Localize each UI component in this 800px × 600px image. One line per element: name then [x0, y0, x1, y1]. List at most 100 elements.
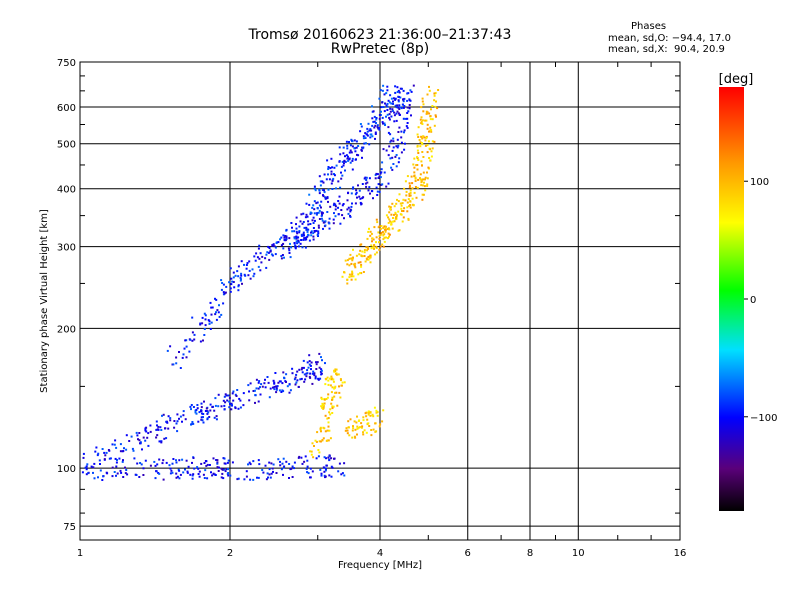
echo-point: [205, 407, 208, 410]
echo-point: [398, 91, 401, 94]
echo-point: [326, 417, 329, 420]
echo-point: [342, 146, 345, 149]
echo-point: [363, 429, 366, 432]
echo-point: [203, 400, 205, 403]
echo-point: [351, 259, 354, 262]
echo-point: [388, 218, 391, 221]
echo-point: [282, 247, 285, 250]
echo-point: [109, 457, 112, 460]
echo-point: [375, 241, 377, 244]
echo-point: [302, 231, 305, 234]
echo-point: [339, 396, 342, 399]
echo-point: [277, 381, 280, 384]
echo-point: [409, 191, 412, 194]
echo-point: [204, 318, 207, 321]
phase-stats-o: mean, sd,O: −94.4, 17.0: [608, 33, 731, 44]
echo-point: [295, 373, 298, 376]
echo-point: [296, 232, 299, 235]
echo-point: [395, 145, 398, 148]
echo-point: [157, 425, 160, 428]
echo-point: [289, 242, 291, 245]
echo-point: [104, 454, 107, 457]
echo-point: [421, 184, 424, 187]
echo-point: [162, 413, 165, 416]
echo-point: [201, 322, 204, 325]
echo-point: [111, 475, 114, 478]
colorbar-tick-label: −100: [750, 413, 777, 424]
echo-point: [381, 420, 384, 423]
echo-point: [378, 248, 381, 251]
echo-point: [291, 226, 293, 229]
echo-point: [167, 415, 170, 418]
echo-point: [391, 110, 394, 112]
echo-point: [337, 470, 340, 473]
echo-point: [323, 456, 326, 459]
echo-point: [123, 447, 125, 450]
echo-point: [318, 192, 321, 195]
echo-point: [227, 459, 230, 462]
echo-point: [356, 196, 358, 199]
echo-point: [317, 226, 320, 229]
echo-point: [424, 178, 426, 181]
echo-point: [356, 427, 359, 430]
echo-point: [373, 120, 376, 123]
echo-point: [394, 91, 397, 94]
echo-point: [164, 427, 166, 430]
echo-point: [265, 253, 268, 256]
echo-point: [367, 246, 369, 249]
y-tick-label: 600: [57, 103, 76, 114]
echo-point: [332, 222, 335, 225]
echo-point: [348, 276, 351, 279]
echo-point: [237, 289, 240, 292]
echo-point: [350, 192, 353, 195]
echo-point: [334, 368, 337, 371]
echo-point: [351, 159, 354, 162]
echo-point: [273, 385, 276, 388]
echo-point: [154, 477, 157, 480]
echo-point: [305, 202, 308, 205]
echo-point: [362, 137, 365, 140]
echo-point: [421, 143, 424, 146]
echo-point: [282, 457, 285, 460]
echo-point: [293, 378, 296, 381]
echo-point: [329, 205, 332, 208]
echo-point: [245, 264, 248, 266]
echo-point: [426, 185, 429, 187]
echo-point: [429, 159, 432, 162]
echo-point: [389, 133, 392, 136]
echo-point: [178, 351, 180, 353]
echo-point: [344, 259, 347, 262]
echo-point: [330, 375, 333, 378]
echo-point: [374, 177, 377, 180]
echo-point: [335, 164, 338, 167]
echo-point: [302, 221, 305, 223]
echo-point: [303, 226, 306, 229]
echo-point: [310, 361, 313, 364]
echo-point: [392, 217, 394, 219]
echo-point: [417, 126, 420, 129]
echo-point: [341, 381, 344, 384]
echo-point: [191, 331, 194, 334]
echo-point: [149, 424, 152, 427]
echo-point: [385, 236, 387, 239]
echo-point: [340, 165, 343, 168]
echo-point: [163, 437, 166, 440]
echo-point: [243, 263, 245, 266]
echo-point: [393, 111, 396, 114]
echo-point: [139, 441, 142, 444]
echo-point: [248, 269, 251, 272]
echo-point: [179, 415, 182, 418]
echo-point: [330, 157, 333, 160]
echo-point: [293, 242, 296, 244]
echo-point: [173, 426, 176, 429]
echo-point: [366, 422, 369, 425]
echo-point: [231, 392, 234, 395]
echo-point: [315, 229, 318, 232]
x-tick-label: 6: [465, 548, 471, 559]
echo-point: [312, 222, 315, 224]
echo-point: [161, 414, 163, 417]
echo-point: [323, 398, 326, 401]
echo-point: [424, 119, 427, 122]
echo-point: [257, 247, 260, 250]
echo-point: [423, 181, 425, 184]
